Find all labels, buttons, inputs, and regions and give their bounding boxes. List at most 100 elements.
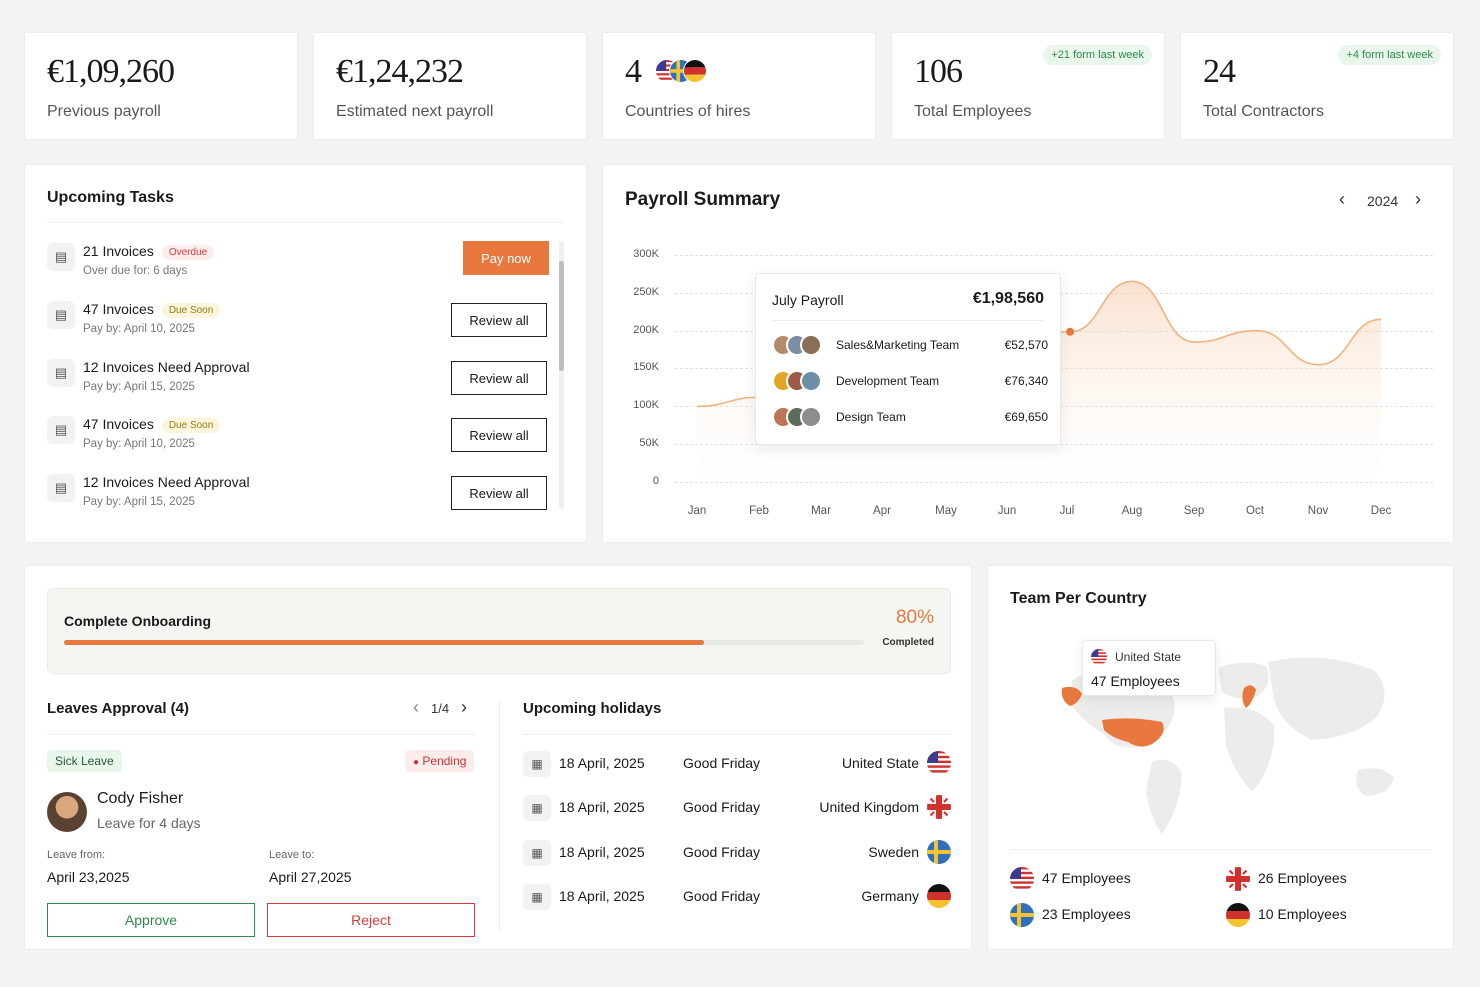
employee-name: Cody Fisher [97,790,184,807]
approve-button[interactable]: Approve [47,903,255,937]
calendar-icon: ▦ [523,751,551,777]
employee-count: 47 Employees [1042,870,1131,886]
task-subtitle: Pay by: April 10, 2025 [83,323,195,335]
us-flag-icon [1010,867,1034,891]
x-tick-label: Sep [1183,505,1205,517]
invoice-icon: ▤ [47,243,75,271]
task-item: ▤ 12 Invoices Need Approval Pay by: Apri… [47,472,547,522]
task-item: ▤ 21 Invoices Overdue Over due for: 6 day… [47,241,549,291]
country-count: 47 Employees [1010,865,1131,891]
growth-badge: +4 form last week [1338,45,1441,65]
holiday-name: Good Friday [683,888,761,904]
task-item: ▤ 12 Invoices Need Approval Pay by: Apri… [47,357,547,407]
gridline [675,255,1433,256]
y-tick-label: 0 [652,475,659,487]
tooltip-total: €1,98,560 [972,290,1044,307]
divider [772,320,1044,321]
task-subtitle: Pay by: April 15, 2025 [83,496,195,508]
scrollbar-thumb[interactable] [559,261,564,371]
divider [1010,849,1431,850]
avatar [800,334,822,356]
tooltip-count: 47 Employees [1091,673,1180,689]
upcoming-tasks-card: Upcoming Tasks ▤ 21 Invoices Overdue Over… [24,164,587,543]
leave-to-value: April 27,2025 [269,869,352,885]
onboarding-title: Complete Onboarding [64,613,211,629]
employee-avatar [47,792,87,832]
card-title: Payroll Summary [625,189,781,210]
invoice-icon: ▤ [47,474,75,502]
stat-label: Previous payroll [47,103,161,120]
holiday-date: 18 April, 2025 [559,799,645,815]
se-flag-icon [927,840,951,864]
alaska-shape [1061,686,1082,706]
holiday-row: ▦ 18 April, 2025 Good Friday Germany [523,882,951,912]
stat-label: Total Contractors [1203,103,1324,120]
avatar [800,406,822,428]
holiday-country: Germany [861,888,919,904]
holiday-country: United Kingdom [819,799,919,815]
avatar-group [772,334,832,356]
payroll-tooltip: July Payroll €1,98,560 Sales&Marketing T… [755,273,1061,445]
x-tick-label: May [935,505,957,517]
x-tick-label: Jun [997,505,1017,517]
task-subtitle: Pay by: April 15, 2025 [83,381,195,393]
review-all-button[interactable]: Review all [451,361,547,395]
tooltip-team-row: Development Team €76,340 [772,370,1048,396]
invoice-icon: ▤ [47,359,75,387]
stat-value: 24 [1203,53,1236,90]
due-soon-badge: Due Soon [161,418,221,433]
next-year-button[interactable]: › [1415,189,1421,209]
team-name: Design Team [836,410,906,424]
team-name: Development Team [836,374,940,388]
team-per-country-card: Team Per Country United State 47 Employe… [987,565,1454,950]
reject-button[interactable]: Reject [267,903,475,937]
leaves-pager: 1/4 [431,701,450,716]
country-count: 23 Employees [1010,901,1131,927]
leaves-next-button[interactable]: › [461,697,467,717]
payroll-summary-card: Payroll Summary ‹ 2024 › 300K 250K 200K … [602,164,1454,543]
divider [47,734,475,735]
task-item: ▤ 47 Invoices Due Soon Pay by: April 10, … [47,414,547,464]
holiday-country: United State [841,755,919,771]
pay-now-button[interactable]: Pay now [463,241,549,275]
uk-flag-icon [927,795,951,819]
stat-label: Total Employees [914,103,1032,120]
review-all-button[interactable]: Review all [451,476,547,510]
leave-from-label: Leave from: [47,849,106,861]
leave-from-value: April 23,2025 [47,869,130,885]
employee-count: 26 Employees [1258,870,1347,886]
holiday-name: Good Friday [683,844,761,860]
x-tick-label: Feb [749,505,769,517]
x-tick-label: Jul [1059,505,1075,517]
stat-card-next-payroll: €1,24,232 Estimated next payroll [313,32,587,140]
stat-value: 106 [914,53,963,90]
holidays-list: ▦ 18 April, 2025 Good Friday United Stat… [523,749,951,939]
stat-card-previous-payroll: €1,09,260 Previous payroll [24,32,298,140]
uk-flag-icon [1226,867,1250,891]
x-tick-label: Dec [1370,505,1392,517]
employee-count: 10 Employees [1258,906,1347,922]
world-map [1061,657,1394,834]
holiday-country: Sweden [868,844,919,860]
holiday-date: 18 April, 2025 [559,755,645,771]
x-tick-label: Aug [1121,505,1143,517]
review-all-button[interactable]: Review all [451,303,547,337]
highlight-point[interactable] [1066,327,1075,336]
scrollbar-track[interactable] [559,241,564,509]
holiday-row: ▦ 18 April, 2025 Good Friday Sweden [523,838,951,868]
y-tick-label: 300K [633,248,659,260]
review-all-button[interactable]: Review all [451,418,547,452]
leave-type-badge: Sick Leave [47,750,122,772]
de-flag-icon [683,59,707,83]
task-title: 12 Invoices Need Approval [83,359,250,375]
leave-to-label: Leave to: [269,849,315,861]
europe-shape [1242,685,1256,708]
invoice-icon: ▤ [47,416,75,444]
prev-year-button[interactable]: ‹ [1339,189,1345,209]
country-count: 10 Employees [1226,901,1347,927]
stat-label: Estimated next payroll [336,103,494,120]
onboarding-percent: 80% [895,607,934,628]
employee-count: 23 Employees [1042,906,1131,922]
tooltip-country: United State [1115,650,1182,664]
leaves-prev-button[interactable]: ‹ [413,697,419,717]
